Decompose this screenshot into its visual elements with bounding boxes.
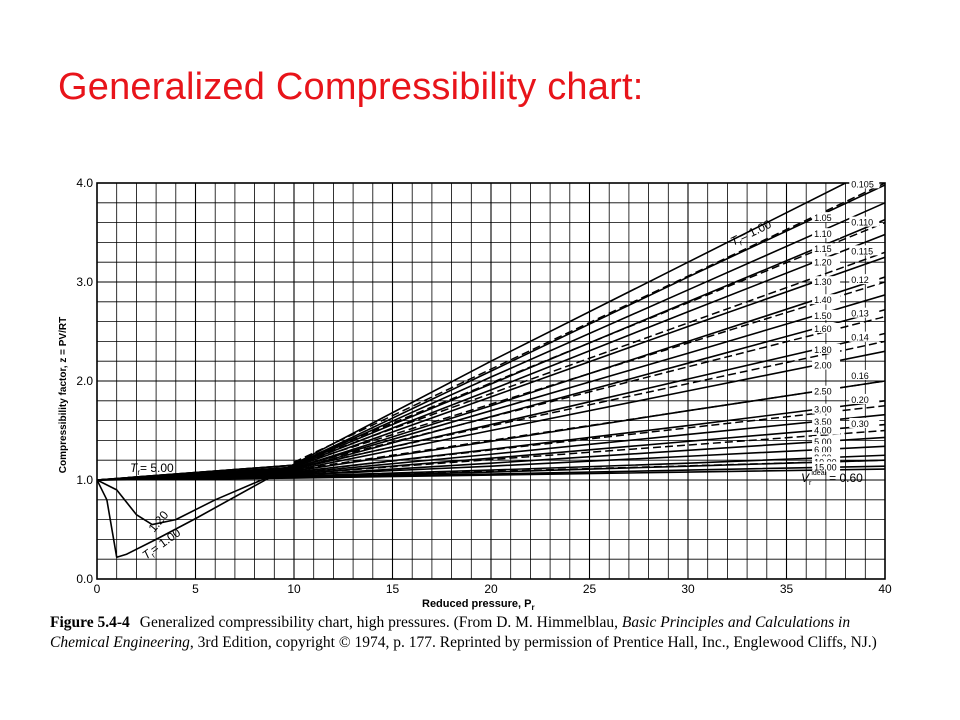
tr-curve-label: 1.60: [814, 324, 832, 334]
y-tick-label: 4.0: [76, 176, 93, 190]
vr-label-bg: [849, 369, 880, 380]
tr-curve-label: 2.00: [814, 361, 832, 371]
curve-label-bg: [812, 243, 841, 254]
curve-label-bg: [812, 343, 841, 354]
vr-curve-label: 0.16: [851, 371, 869, 381]
tr-curve-label: 1.05: [814, 213, 832, 223]
curve-label-bg: [812, 461, 841, 472]
vr-curve-label: 0.105: [851, 179, 874, 189]
tr-curve-label: 2.50: [814, 387, 832, 397]
tr-curve-label: 1.80: [814, 345, 832, 355]
y-tick-label: 3.0: [76, 275, 93, 289]
x-axis-label: Reduced pressure, Pr: [422, 598, 535, 612]
vr-curve-label: 0.20: [851, 395, 869, 405]
chart-series: [97, 183, 885, 559]
y-tick-label: 1.0: [76, 473, 93, 487]
tr-series-line: [97, 233, 885, 526]
tr-curve-label: 1.15: [814, 244, 832, 254]
annotation-tr-mid: Tr= 5.00: [130, 461, 174, 477]
vr-label-bg: [849, 417, 880, 428]
curve-label-bg: [812, 212, 841, 223]
vr-label-bg: [849, 393, 880, 404]
vr-ideal-dashed-line: [293, 405, 885, 473]
caption-text-2: , 3rd Edition, copyright © 1974, p. 177.…: [189, 634, 877, 651]
vr-label-bg: [849, 178, 880, 189]
tr-series-line: [97, 183, 848, 559]
tr-curve-label: 1.50: [814, 311, 832, 321]
vr-ideal-dashed-line: [293, 281, 885, 466]
vr-ideal-dashed-line: [293, 315, 885, 468]
curve-label-bg: [812, 256, 841, 267]
curve-label-bg: [812, 403, 841, 414]
curve-label-bg: [812, 456, 841, 467]
curve-label-bg: [812, 359, 841, 370]
tr-curve-label: 15.00: [814, 463, 837, 473]
curve-label-bg: [812, 415, 841, 426]
curve-label-bg: [812, 424, 841, 435]
vr-label-bg: [849, 245, 880, 256]
tr-curve-label: 1.20: [814, 257, 832, 267]
curve-label-bg: [812, 228, 841, 239]
curve-label-bg: [812, 276, 841, 287]
vr-label-bg: [849, 274, 880, 285]
vr-ideal-dashed-line: [293, 429, 885, 475]
x-tick-label: 15: [386, 582, 400, 596]
x-tick-label: 20: [484, 582, 498, 596]
tr-curve-label: 1.10: [814, 229, 832, 239]
tr-curve-label: 3.00: [814, 405, 832, 415]
curve-label-bg: [812, 309, 841, 320]
x-tick-label: 10: [287, 582, 301, 596]
vr-curve-label: 0.12: [851, 275, 869, 285]
tr-curve-label: 4.00: [814, 426, 832, 436]
vr-curve-label: 0.115: [851, 246, 873, 256]
vr-ideal-dashed-line: [293, 183, 885, 463]
x-tick-label: 25: [583, 582, 597, 596]
x-tick-label: 35: [780, 582, 794, 596]
vr-curve-label: 0.14: [851, 333, 869, 343]
tr-curve-label: 5.00: [814, 437, 832, 447]
tr-curve-label: 1.30: [814, 277, 832, 287]
caption-book-title: Basic Principles and Calculations in Che…: [50, 614, 851, 651]
chart-dashed-series: [293, 183, 885, 478]
vr-ideal-dashed-line: [293, 459, 885, 478]
chart-axes: 0 5 10 15 20 25 30 35 40 0.0 1.0 2.0 3.0 4.0: [76, 176, 892, 596]
tr-curve-label: 6.00: [814, 445, 832, 455]
vr-label-bg: [849, 307, 880, 318]
slide-title: Generalized Compressibility chart:: [58, 66, 644, 108]
vr-ideal-dashed-line: [293, 380, 885, 471]
vr-ideal-dashed-line: [293, 221, 885, 464]
figure-label: Figure 5.4-4: [50, 614, 130, 631]
x-tick-label: 40: [878, 582, 892, 596]
curve-label-bg: [812, 322, 841, 333]
tr-curve-label: 3.50: [814, 417, 832, 427]
vr-label-bg: [849, 331, 880, 342]
tr-series-line: [97, 218, 885, 481]
tr-curve-label: 1.40: [814, 295, 832, 305]
chart-grid: [96, 182, 886, 580]
curve-label-bg: [812, 385, 841, 396]
tr-series-line: [97, 468, 885, 481]
x-tick-label: 30: [681, 582, 695, 596]
curve-label-bg: [812, 436, 841, 447]
x-tick-label: 5: [192, 582, 199, 596]
vr-ideal-dashed-line: [293, 251, 885, 465]
y-axis-label: Compressibility factor, z = PV/RT: [58, 317, 69, 473]
x-tick-label: 0: [94, 582, 101, 596]
vr-curve-label: 0.110: [851, 218, 873, 228]
curve-label-bg: [812, 443, 841, 454]
caption-text-1: Generalized compressibility chart, high …: [139, 614, 622, 631]
vr-ideal-dashed-line: [293, 340, 885, 469]
chart-curve-labels: 1.05 1.10 1.15 1.20 1.30 1.40 1.50 1.60 1.80 2.00…: [812, 178, 880, 473]
vr-label-bg: [849, 216, 880, 227]
curve-label-bg: [812, 294, 841, 305]
figure-caption: Figure 5.4-4 Generalized compressibility …: [50, 613, 900, 653]
y-tick-label: 2.0: [76, 374, 93, 388]
annotation-vr-ideal: Vrideal = 0.60: [801, 470, 863, 487]
vr-curve-label: 0.30: [851, 419, 869, 429]
vr-curve-label: 0.13: [851, 309, 869, 319]
y-tick-label: 0.0: [76, 572, 93, 586]
